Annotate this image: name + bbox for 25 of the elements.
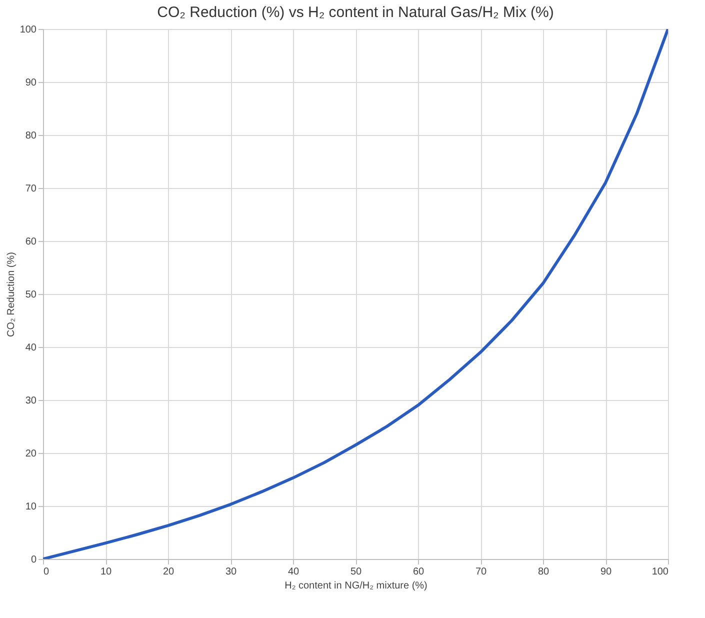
y-tick-label: 20 xyxy=(25,448,37,460)
x-tick-label: 70 xyxy=(475,566,487,578)
y-tick-label: 60 xyxy=(25,236,37,248)
y-tick-label: 30 xyxy=(25,396,37,406)
x-tick-label: 10 xyxy=(100,566,112,578)
x-tick-label: 20 xyxy=(162,566,174,578)
y-tick-label: 80 xyxy=(25,130,37,142)
y-axis-title: CO₂ Reduction (%) xyxy=(6,252,17,338)
x-tick-label: 0 xyxy=(44,566,50,578)
x-tick-label: 60 xyxy=(412,566,424,578)
x-tick-label: 80 xyxy=(538,566,550,578)
x-tick-label: 100 xyxy=(652,566,669,578)
chart-title: CO₂ Reduction (%) vs H₂ content in Natural Gas/H₂ Mix (%) xyxy=(157,4,554,21)
y-tick-label: 40 xyxy=(25,342,37,354)
y-tick-label: 70 xyxy=(25,184,37,194)
y-tick-label: 0 xyxy=(30,554,37,566)
x-tick-label: 40 xyxy=(288,566,300,578)
y-tick-label: 50 xyxy=(25,290,37,300)
x-tick-label: 30 xyxy=(225,566,237,578)
y-tick-label: 90 xyxy=(25,78,37,88)
x-tick-label: 50 xyxy=(350,566,362,578)
y-tick-label: 10 xyxy=(25,502,37,512)
y-tick-label: 100 xyxy=(20,24,37,36)
x-tick-label: 90 xyxy=(600,566,612,578)
x-axis-title: H₂ content in NG/H₂ mixture (%) xyxy=(284,580,428,592)
